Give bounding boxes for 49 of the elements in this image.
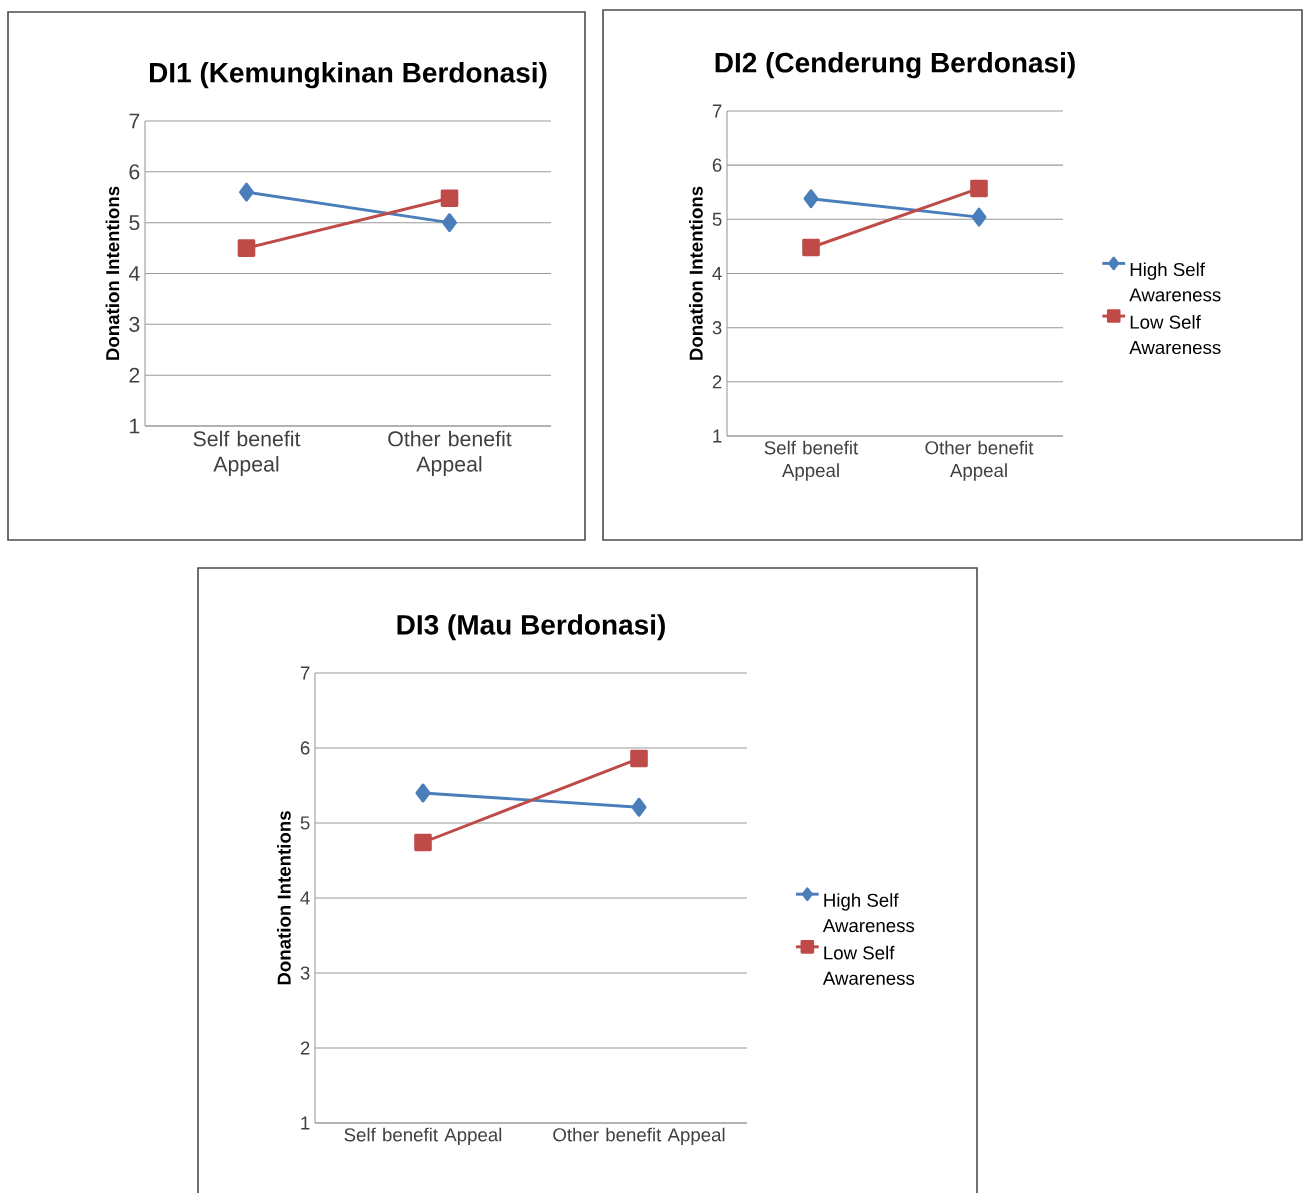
y-tick-label: 3 — [712, 321, 722, 335]
y-tick-label: 5 — [300, 816, 310, 830]
point — [803, 189, 819, 209]
x-tick-label: Self benefit Appeal — [193, 430, 301, 476]
point — [440, 189, 459, 208]
legend-label: High Self Awareness — [1129, 262, 1221, 302]
chart-title: DI1 (Kemungkinan Berdonasi) — [149, 62, 547, 89]
y-tick-label: 6 — [129, 164, 140, 180]
point — [239, 182, 254, 202]
y-tick-label: 7 — [129, 113, 140, 129]
x-tick-label: Self benefit Appeal — [344, 1127, 502, 1146]
y-tick-label: 2 — [300, 1041, 310, 1055]
chart-title: DI3 (Mau Berdonasi) — [397, 614, 665, 641]
chart-title: DI2 (Cenderung Berdonasi) — [715, 52, 1075, 79]
point — [630, 749, 648, 768]
y-tick-label: 3 — [300, 966, 310, 980]
x-tick-label: Other benefit Appeal — [553, 1127, 725, 1146]
y-tick-label: 5 — [712, 212, 722, 226]
y-axis-title: Donation Intentions — [105, 186, 120, 360]
point — [442, 213, 457, 233]
y-tick-label: 4 — [712, 267, 722, 280]
x-tick-label: Other benefit Appeal — [388, 430, 512, 476]
y-tick-label: 7 — [300, 666, 310, 680]
point — [802, 238, 820, 257]
y-tick-label: 2 — [129, 367, 140, 383]
y-tick-label: 4 — [128, 266, 140, 281]
y-tick-label: 1 — [713, 429, 722, 443]
y-tick-label: 6 — [300, 741, 310, 755]
point — [971, 207, 987, 227]
y-tick-label: 4 — [300, 891, 310, 905]
y-tick-label: 1 — [301, 1116, 310, 1130]
y-tick-label: 5 — [129, 215, 140, 231]
point — [970, 179, 988, 198]
y-tick-label: 2 — [712, 375, 722, 389]
y-tick-label: 1 — [130, 418, 140, 434]
x-tick-label: Other benefit Appeal — [925, 440, 1034, 481]
x-tick-label: Self benefit Appeal — [764, 440, 859, 481]
legend-label: Low Self Awareness — [822, 945, 915, 985]
y-tick-label: 3 — [129, 316, 140, 332]
y-tick-label: 6 — [712, 158, 722, 172]
point — [415, 783, 431, 803]
y-axis-title: Donation Intentions — [277, 811, 291, 985]
point — [414, 833, 432, 852]
y-tick-label: 7 — [712, 104, 722, 118]
legend-label: Low Self Awareness — [1129, 315, 1221, 355]
y-axis-title: Donation Intentions — [689, 186, 703, 360]
legend-label: High Self Awareness — [822, 893, 915, 933]
point — [631, 797, 647, 817]
point — [237, 239, 256, 257]
